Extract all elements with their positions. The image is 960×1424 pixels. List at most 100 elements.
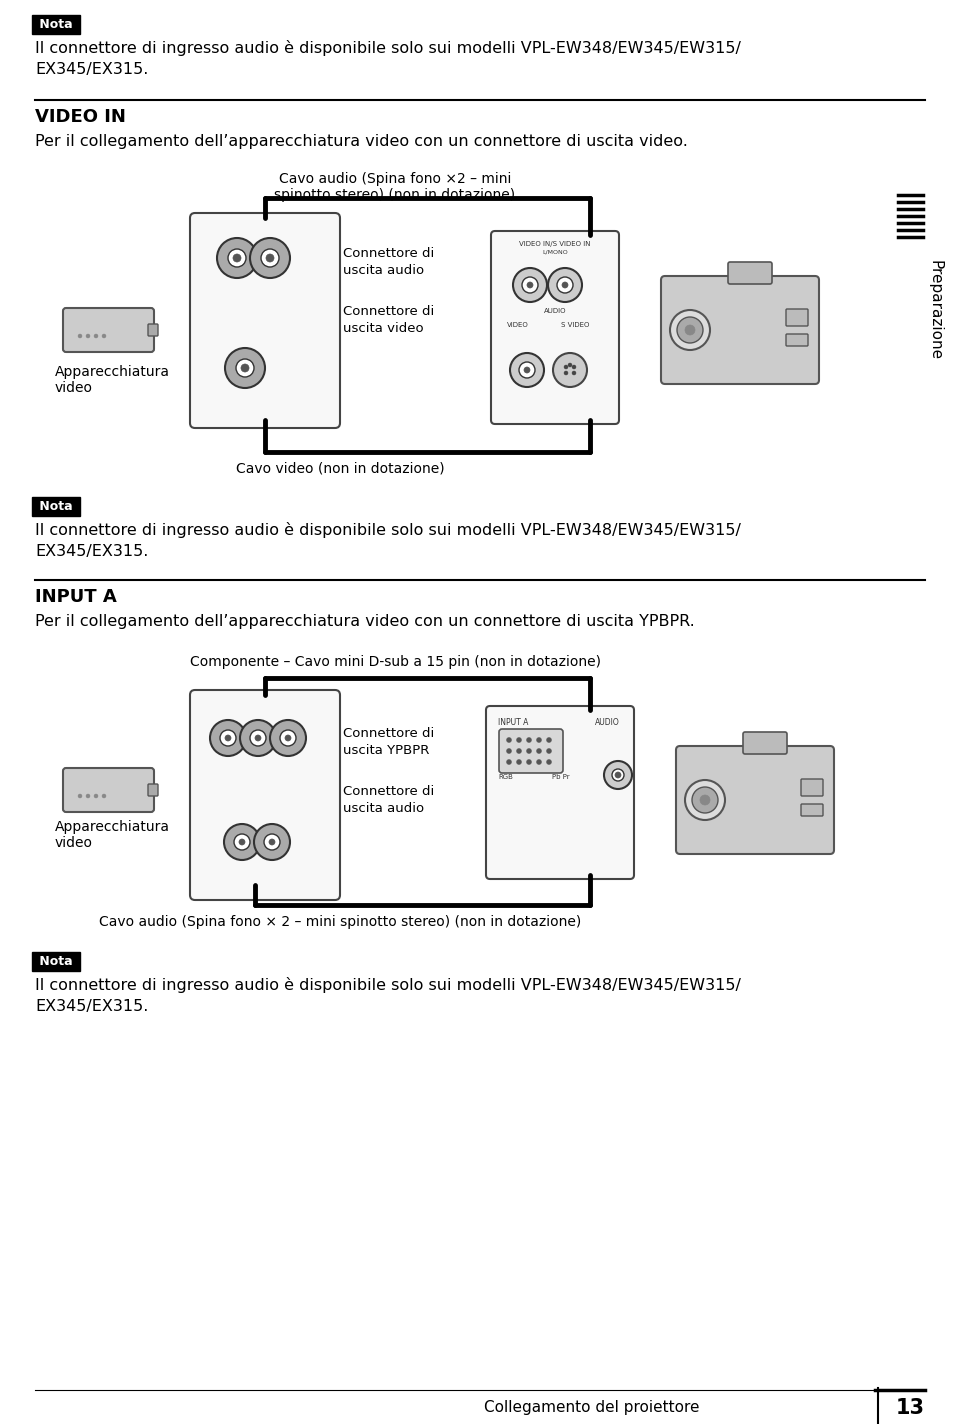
Text: VIDEO: VIDEO: [507, 322, 529, 328]
Circle shape: [572, 372, 576, 375]
Circle shape: [225, 735, 231, 740]
Circle shape: [546, 738, 551, 742]
Text: Nota: Nota: [35, 500, 77, 513]
Circle shape: [526, 738, 532, 742]
Text: Preparazione: Preparazione: [927, 261, 943, 360]
FancyBboxPatch shape: [491, 231, 619, 424]
Circle shape: [234, 834, 250, 850]
FancyBboxPatch shape: [786, 309, 808, 326]
Circle shape: [526, 759, 532, 765]
Circle shape: [516, 759, 521, 765]
Circle shape: [685, 780, 725, 820]
Text: Collegamento del proiettore: Collegamento del proiettore: [485, 1400, 700, 1415]
Circle shape: [228, 249, 246, 268]
Circle shape: [507, 759, 512, 765]
Circle shape: [280, 731, 296, 746]
Circle shape: [568, 363, 572, 367]
Text: Il connettore di ingresso audio è disponibile solo sui modelli VPL-EW348/EW345/E: Il connettore di ingresso audio è dispon…: [35, 40, 741, 77]
Text: Pb Pr: Pb Pr: [552, 775, 569, 780]
Circle shape: [102, 795, 106, 797]
Text: Apparecchiatura
video: Apparecchiatura video: [55, 820, 170, 850]
Text: INPUT A: INPUT A: [35, 588, 117, 607]
Circle shape: [548, 268, 582, 302]
Text: Cavo video (non in dotazione): Cavo video (non in dotazione): [236, 461, 444, 476]
Text: Connettore di
uscita audio: Connettore di uscita audio: [343, 785, 434, 815]
Circle shape: [241, 365, 249, 372]
Circle shape: [266, 253, 274, 262]
Circle shape: [692, 787, 718, 813]
Text: Nota: Nota: [35, 956, 77, 968]
Circle shape: [224, 824, 260, 860]
FancyBboxPatch shape: [148, 785, 158, 796]
Circle shape: [261, 249, 279, 268]
Circle shape: [700, 795, 710, 805]
Circle shape: [510, 353, 544, 387]
Text: Nota: Nota: [35, 19, 77, 31]
Circle shape: [236, 359, 254, 377]
Circle shape: [250, 238, 290, 278]
Circle shape: [519, 362, 535, 377]
Text: S VIDEO: S VIDEO: [561, 322, 589, 328]
Circle shape: [239, 839, 245, 844]
Circle shape: [562, 282, 568, 288]
Text: Il connettore di ingresso audio è disponibile solo sui modelli VPL-EW348/EW345/E: Il connettore di ingresso audio è dispon…: [35, 523, 741, 560]
Circle shape: [94, 795, 98, 797]
FancyBboxPatch shape: [743, 732, 787, 753]
Circle shape: [233, 253, 241, 262]
Circle shape: [537, 738, 541, 742]
FancyBboxPatch shape: [486, 706, 634, 879]
Text: Cavo audio (Spina fono × 2 – mini spinotto stereo) (non in dotazione): Cavo audio (Spina fono × 2 – mini spinot…: [99, 916, 581, 928]
Circle shape: [254, 824, 290, 860]
Circle shape: [537, 759, 541, 765]
FancyBboxPatch shape: [190, 691, 340, 900]
Text: VIDEO IN: VIDEO IN: [35, 108, 126, 125]
Circle shape: [553, 353, 587, 387]
Text: INPUT A: INPUT A: [498, 718, 528, 728]
Circle shape: [255, 735, 261, 740]
FancyBboxPatch shape: [728, 262, 772, 283]
Circle shape: [250, 731, 266, 746]
Circle shape: [285, 735, 291, 740]
Circle shape: [564, 365, 568, 369]
Circle shape: [507, 749, 512, 753]
Circle shape: [102, 335, 106, 337]
Circle shape: [220, 731, 236, 746]
FancyBboxPatch shape: [801, 805, 823, 816]
Circle shape: [240, 721, 276, 756]
Text: Per il collegamento dell’apparecchiatura video con un connettore di uscita video: Per il collegamento dell’apparecchiatura…: [35, 134, 688, 150]
Circle shape: [507, 738, 512, 742]
FancyBboxPatch shape: [786, 335, 808, 346]
Circle shape: [557, 278, 573, 293]
Circle shape: [546, 749, 551, 753]
Text: Per il collegamento dell’apparecchiatura video con un connettore di uscita YPBPR: Per il collegamento dell’apparecchiatura…: [35, 614, 695, 629]
Circle shape: [564, 372, 568, 375]
Circle shape: [210, 721, 246, 756]
Circle shape: [537, 749, 541, 753]
Circle shape: [78, 795, 82, 797]
Text: Cavo audio (Spina fono ×2 – mini
spinotto stereo) (non in dotazione): Cavo audio (Spina fono ×2 – mini spinott…: [275, 172, 516, 202]
Circle shape: [86, 795, 90, 797]
FancyBboxPatch shape: [63, 308, 154, 352]
Circle shape: [264, 834, 280, 850]
Text: RGB: RGB: [498, 775, 513, 780]
FancyBboxPatch shape: [190, 214, 340, 429]
FancyBboxPatch shape: [801, 779, 823, 796]
Circle shape: [546, 759, 551, 765]
Text: Connettore di
uscita audio: Connettore di uscita audio: [343, 246, 434, 278]
Circle shape: [604, 760, 632, 789]
Text: Connettore di
uscita YPBPR: Connettore di uscita YPBPR: [343, 728, 434, 758]
Circle shape: [270, 721, 306, 756]
Text: AUDIO: AUDIO: [595, 718, 620, 728]
Circle shape: [94, 335, 98, 337]
Circle shape: [225, 347, 265, 387]
Text: AUDIO: AUDIO: [543, 308, 566, 315]
Circle shape: [86, 335, 90, 337]
Circle shape: [612, 769, 624, 780]
Circle shape: [526, 749, 532, 753]
Circle shape: [524, 367, 530, 373]
Circle shape: [677, 318, 703, 343]
FancyBboxPatch shape: [676, 746, 834, 854]
Text: 13: 13: [896, 1398, 924, 1418]
Circle shape: [516, 738, 521, 742]
Circle shape: [217, 238, 257, 278]
